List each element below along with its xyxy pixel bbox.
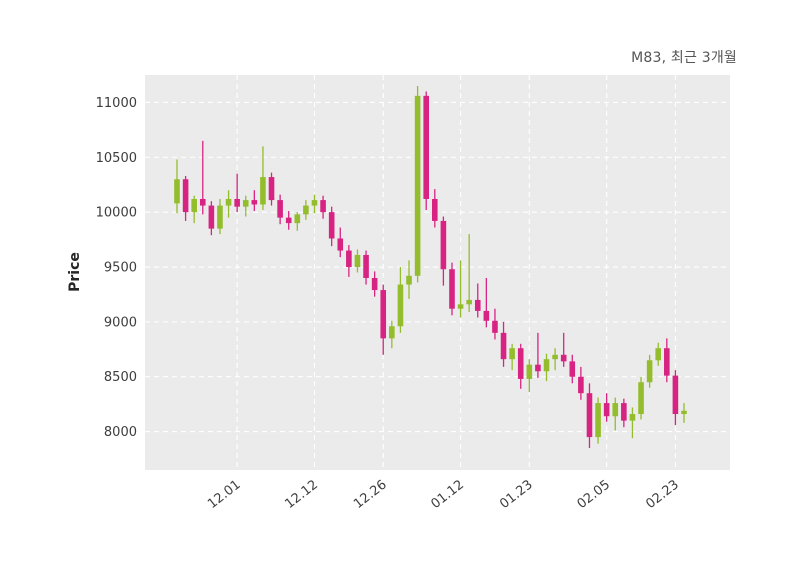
candle-body	[199, 198, 206, 206]
candle-body	[569, 361, 576, 377]
candle-body	[517, 348, 524, 379]
x-tick-label: 12.12	[282, 477, 321, 512]
candle-body	[621, 403, 627, 421]
candle-body	[346, 250, 352, 268]
candle-body	[208, 205, 215, 229]
candle-body	[586, 393, 593, 438]
candle-body	[363, 254, 369, 278]
x-tick-label: 02.23	[643, 477, 682, 512]
candle-body	[380, 290, 387, 339]
candle-body	[474, 299, 481, 311]
y-tick-label: 9500	[104, 261, 137, 276]
candle-body	[681, 410, 687, 415]
candle-body	[466, 299, 472, 305]
candle-body	[543, 359, 550, 372]
candle-body	[191, 198, 197, 213]
candle-body	[612, 403, 619, 417]
y-tick-label: 10000	[96, 206, 137, 221]
candle-body	[303, 205, 309, 215]
candle-body	[457, 304, 464, 309]
candle-body	[234, 198, 240, 207]
candle-body	[406, 275, 412, 285]
candle-body	[182, 179, 189, 213]
candle-body	[251, 200, 258, 205]
candle-body	[217, 205, 223, 229]
candle-body	[672, 375, 679, 415]
candle-body	[354, 254, 361, 268]
plot-background	[145, 75, 730, 470]
candle-body	[260, 177, 266, 205]
chart-title: M83, 최근 3개월	[631, 50, 737, 66]
y-tick-label: 9000	[104, 315, 137, 330]
candle-body	[638, 382, 644, 415]
candle-body	[603, 403, 610, 417]
candle-body	[595, 403, 601, 438]
candle-body	[285, 217, 292, 224]
x-tick-label: 02.05	[575, 477, 614, 512]
candle-body	[664, 348, 670, 376]
candle-body	[449, 269, 455, 309]
candle-body	[431, 198, 438, 221]
candle-body	[655, 348, 662, 361]
candle-body	[242, 200, 249, 207]
x-tick-label: 01.23	[497, 477, 536, 512]
candle-body	[414, 95, 421, 276]
candle-body	[389, 326, 395, 339]
candle-body	[500, 332, 507, 360]
x-tick-label: 12.26	[351, 477, 390, 512]
x-tick-label: 01.12	[428, 477, 467, 512]
candle-body	[225, 198, 232, 206]
candle-body	[509, 348, 515, 360]
candle-body	[320, 200, 326, 213]
candle-body	[560, 354, 567, 362]
candle-body	[578, 376, 584, 394]
candle-body	[646, 360, 653, 383]
candle-body	[629, 414, 636, 421]
candle-body	[337, 238, 344, 251]
candle-body	[492, 320, 498, 333]
candle-body	[277, 200, 283, 218]
candle-body	[483, 310, 490, 321]
candle-body	[535, 364, 541, 372]
candle-body	[440, 220, 447, 270]
candle-body	[526, 364, 533, 379]
x-tick-label: 12.01	[205, 477, 244, 512]
candle-body	[423, 95, 430, 199]
y-tick-label: 8500	[104, 370, 137, 385]
candle-body	[311, 200, 318, 206]
y-tick-label: 8000	[104, 425, 137, 440]
candle-body	[328, 212, 335, 239]
y-tick-label: 10500	[96, 151, 137, 166]
candle-body	[371, 277, 378, 291]
candle-body	[552, 354, 558, 360]
candle-body	[174, 179, 180, 204]
candle-body	[294, 214, 301, 224]
candle-body	[397, 284, 404, 327]
y-tick-label: 11000	[96, 96, 137, 111]
candle-body	[268, 177, 275, 201]
